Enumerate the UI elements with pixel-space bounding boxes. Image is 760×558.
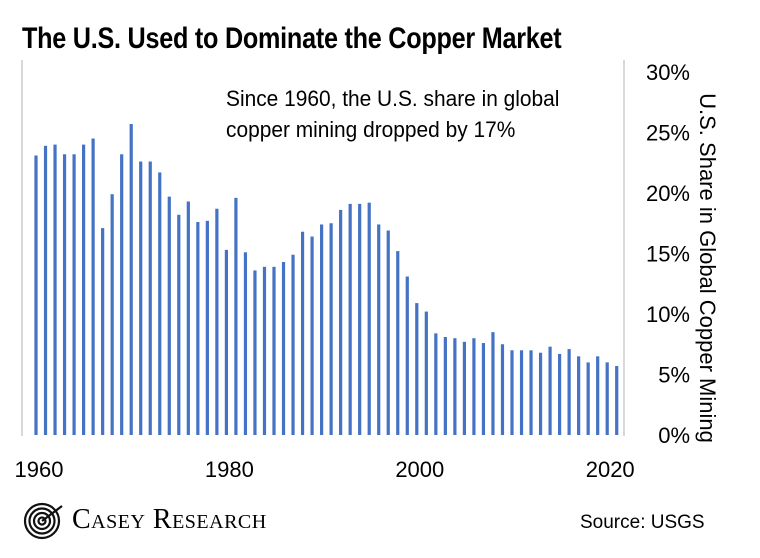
annotation-line-2: copper mining dropped by 17%: [226, 117, 516, 142]
bar-1994: [358, 203, 362, 435]
bar-1973: [158, 172, 162, 435]
bar-1962: [53, 144, 57, 435]
y-tick-label: 25%: [646, 121, 690, 146]
bar-1990: [320, 224, 324, 435]
bar-1972: [148, 161, 152, 436]
spiral-logo-icon: [23, 502, 63, 540]
bar-2006: [472, 338, 476, 435]
y-tick-label: 30%: [646, 60, 690, 85]
bar-1961: [43, 145, 48, 435]
x-tick-label: 1980: [205, 457, 254, 482]
bar-1991: [329, 223, 333, 435]
bar-2014: [548, 346, 552, 435]
casey-research-logo: Casey Research: [22, 500, 267, 540]
bar-2009: [500, 344, 505, 435]
y-tick-label: 0%: [658, 423, 690, 448]
bar-chart: 0% 5% 10% 15% 20% 25% 30% 1960 1980 2000 2020: [15, 60, 690, 482]
y-tick-label: 15%: [646, 242, 690, 267]
bar-2010: [510, 350, 514, 435]
bar-1965: [82, 144, 86, 435]
bar-2004: [453, 338, 457, 435]
x-tick-label: 2000: [395, 457, 444, 482]
bar-1964: [72, 154, 76, 435]
bar-1982: [243, 252, 248, 435]
annotation-line-1: Since 1960, the U.S. share in global: [226, 86, 560, 111]
bar-1985: [272, 266, 276, 435]
y-tick-label: 5%: [658, 363, 690, 388]
bar-2012: [529, 350, 533, 435]
bar-2018: [586, 362, 590, 435]
bar-1968: [110, 194, 114, 435]
source-note: Source: USGS: [580, 512, 705, 533]
bar-1983: [253, 270, 257, 435]
bar-1995: [367, 202, 371, 435]
bar-1996: [377, 224, 381, 435]
bar-1974: [167, 196, 171, 435]
bar-1971: [139, 161, 143, 436]
bar-1969: [120, 154, 124, 435]
bar-2005: [462, 341, 466, 435]
bar-1987: [291, 254, 295, 435]
bar-1976: [186, 201, 190, 435]
bar-1980: [224, 249, 228, 435]
bar-1999: [405, 276, 409, 435]
bar-1975: [177, 214, 181, 435]
logo-text: Casey Research: [72, 504, 267, 535]
bar-1963: [62, 154, 67, 435]
bar-2015: [558, 353, 562, 435]
chart-title: The U.S. Used to Dominate the Copper Mar…: [22, 22, 562, 55]
y-tick-label: 10%: [646, 302, 690, 327]
bar-2011: [519, 350, 524, 435]
bar-1981: [234, 197, 238, 435]
x-tick-label: 2020: [586, 457, 635, 482]
bar-1978: [205, 220, 209, 435]
bar-2017: [577, 356, 581, 435]
x-tick-label: 1960: [15, 457, 64, 482]
bar-2003: [443, 336, 447, 435]
bar-1986: [281, 261, 286, 435]
bar-2008: [491, 332, 495, 435]
bar-2001: [424, 311, 428, 435]
bar-2002: [434, 333, 438, 435]
bar-1998: [396, 251, 400, 435]
bar-1970: [129, 124, 133, 435]
bar-1989: [310, 236, 314, 435]
bar-1966: [91, 138, 95, 436]
bar-2016: [567, 349, 571, 435]
bar-1992: [339, 209, 343, 435]
bar-2013: [538, 352, 543, 435]
bar-1977: [196, 222, 200, 435]
bar-1988: [300, 231, 305, 435]
bar-1984: [262, 266, 267, 435]
bar-1979: [215, 208, 219, 435]
bar-1967: [101, 228, 105, 435]
bar-1960: [34, 155, 38, 436]
bar-2000: [415, 303, 419, 435]
bar-2007: [481, 343, 486, 435]
bar-2021: [615, 366, 619, 435]
bar-1993: [348, 203, 352, 435]
y-tick-label: 20%: [646, 181, 690, 206]
y-axis-title: U.S. Share in Global Copper Mining: [695, 93, 720, 443]
bar-2019: [596, 356, 600, 435]
bar-2020: [605, 362, 609, 435]
bar-1997: [386, 230, 390, 435]
